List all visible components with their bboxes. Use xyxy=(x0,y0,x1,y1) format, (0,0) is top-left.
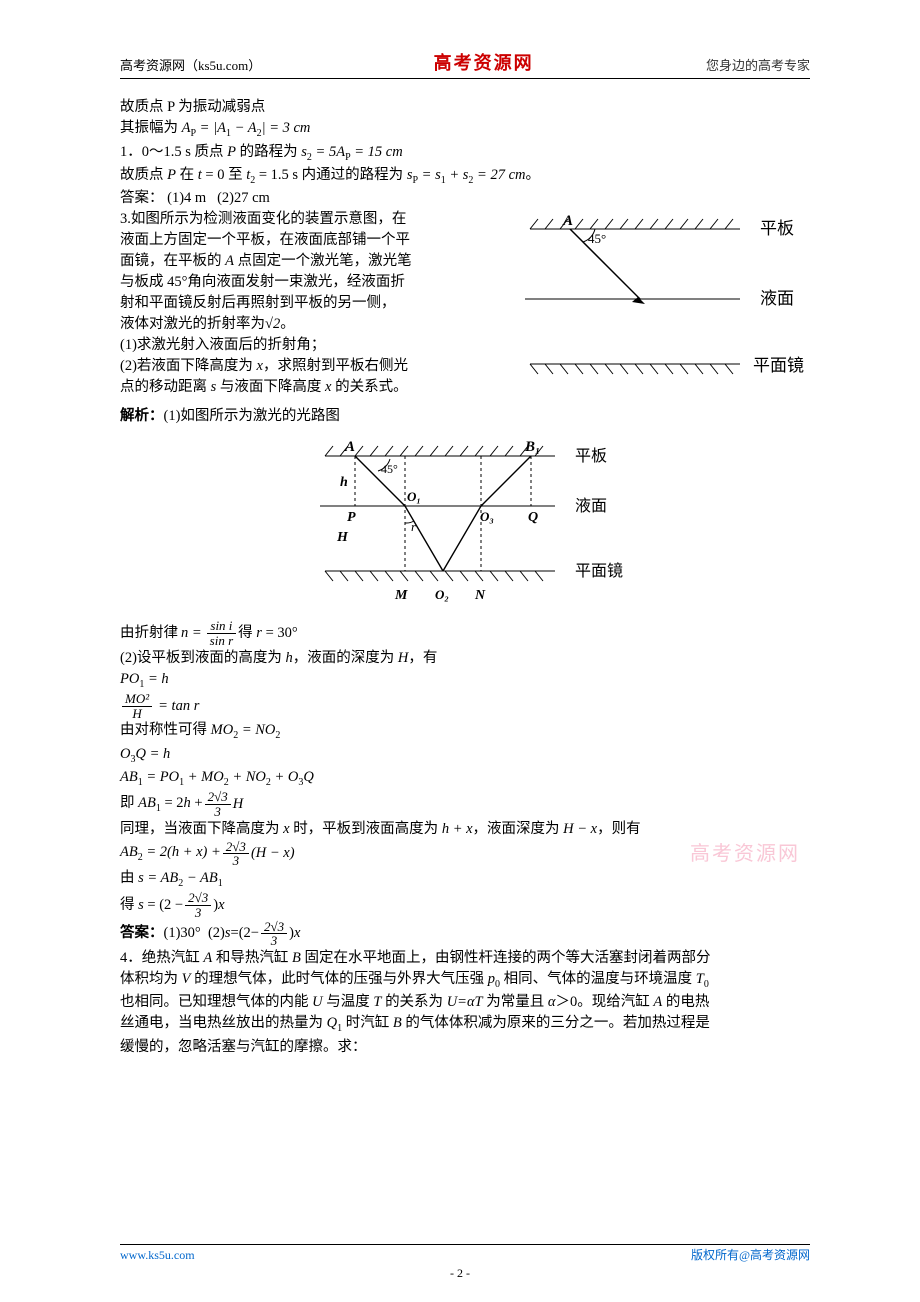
line-path-s2: 1．0～1.5 s 质点 P 的路程为 s2 = 5AP = 15 cm xyxy=(120,142,810,165)
line-total-path: 故质点 P 在 t = 0 至 t2 = 1.5 s 内通过的路程为 sP = … xyxy=(120,165,810,188)
footer-url: www.ks5u.com xyxy=(120,1247,195,1264)
svg-text:N: N xyxy=(474,588,486,603)
s2-ab1sum: AB1 = PO1 + MO2 + NO2 + O3Q xyxy=(120,767,810,790)
line-amplitude: 其振幅为 AP = |A1 − A2| = 3 cm xyxy=(120,118,810,141)
footer-copyright: 版权所有@高考资源网 xyxy=(691,1247,810,1264)
svg-text:H: H xyxy=(336,530,349,545)
fig2-wrap: A B₁ 45° 平板 液面 平面镜 h H P O₁ O₃ Q r M O₂ … xyxy=(120,431,810,613)
svg-text:O₁: O₁ xyxy=(407,489,421,504)
header-center-logo: 高考资源网 xyxy=(434,50,534,76)
svg-text:B₁: B₁ xyxy=(524,439,540,455)
q4-l2: 体积均为 V 的理想气体，此时气体的压强与外界大气压强 p0 相同、气体的温度与… xyxy=(120,969,810,992)
svg-text:液面: 液面 xyxy=(575,497,607,515)
s2-mo: MO² H = tan r xyxy=(120,692,810,720)
line-p-weak: 故质点 P 为振动减弱点 xyxy=(120,97,810,118)
answer-2: 答案： (1)30° (2)s=(2− 2√3 3 )x xyxy=(120,920,810,948)
q4-l3: 也相同。已知理想气体的内能 U 与温度 T 的关系为 U=αT 为常量且 α＞0… xyxy=(120,992,810,1013)
svg-text:平面镜: 平面镜 xyxy=(575,561,623,580)
fig1-label-surface: 液面 xyxy=(760,289,794,308)
header-right: 您身边的高考专家 xyxy=(706,57,810,76)
page: 高考资源网（ks5u.com） 高考资源网 您身边的高考专家 故质点 P 为振动… xyxy=(0,0,920,1302)
q3-block: 3.如图所示为检测液面变化的装置示意图，在 液面上方固定一个平板，在液面底部铺一… xyxy=(120,209,810,406)
fig1-label-45: 45° xyxy=(588,231,606,246)
solution-label: 解析：(1)如图所示为激光的光路图 xyxy=(120,406,810,427)
s2-o3q: O3Q = h xyxy=(120,744,810,767)
s2-similarly: 同理，当液面下降高度为 x 时，平板到液面高度为 h + x，液面深度为 H −… xyxy=(120,819,810,840)
header-left: 高考资源网（ks5u.com） xyxy=(120,57,261,76)
q4-l4: 丝通电，当电热丝放出的热量为 Q1 时汽缸 B 的气体体积减为原来的三分之一。若… xyxy=(120,1013,810,1036)
svg-text:h: h xyxy=(340,475,348,490)
page-header: 高考资源网（ks5u.com） 高考资源网 您身边的高考专家 xyxy=(120,50,810,79)
s2-ab2: AB2 = 2(h + x) + 2√3 3 (H − x) xyxy=(120,840,810,868)
diagram-refraction-setup: A 45° 平板 液面 平面镜 xyxy=(510,209,810,399)
q4-l1: 4．绝热汽缸 A 和导热汽缸 B 固定在水平地面上，由钢性杆连接的两个等大活塞封… xyxy=(120,948,810,969)
svg-text:45°: 45° xyxy=(381,462,398,476)
refract-law: 由折射律 n = sin i sin r 得 r = 30° xyxy=(120,619,810,647)
page-number: - 2 - xyxy=(0,1265,920,1282)
s2-intro: (2)设平板到液面的高度为 h，液面的深度为 H，有 xyxy=(120,648,810,669)
s2-po1: PO1 = h xyxy=(120,669,810,692)
svg-text:r: r xyxy=(411,519,417,534)
svg-text:O₃: O₃ xyxy=(480,509,494,524)
fig1-label-plate: 平板 xyxy=(760,219,794,238)
svg-text:平板: 平板 xyxy=(575,447,607,465)
svg-text:Q: Q xyxy=(528,510,538,525)
diagram-light-path: A B₁ 45° 平板 液面 平面镜 h H P O₁ O₃ Q r M O₂ … xyxy=(285,431,645,606)
s2-ab1: 即 AB1 = 2h + 2√3 3 H xyxy=(120,790,810,818)
s2-result: 得 s = (2 − 2√3 3 )x xyxy=(120,891,810,919)
svg-text:M: M xyxy=(394,588,408,603)
svg-text:O₂: O₂ xyxy=(435,587,449,602)
q3-text: 3.如图所示为检测液面变化的装置示意图，在 液面上方固定一个平板，在液面底部铺一… xyxy=(120,209,500,398)
svg-text:A: A xyxy=(344,439,355,455)
page-footer: www.ks5u.com 版权所有@高考资源网 xyxy=(120,1244,810,1264)
s2-sym: 由对称性可得 MO2 = NO2 xyxy=(120,720,810,743)
q4-l5: 缓慢的，忽略活塞与汽缸的摩擦。求： xyxy=(120,1037,810,1058)
s2-diff: 由 s = AB2 − AB1 xyxy=(120,868,810,891)
svg-text:P: P xyxy=(347,510,356,525)
fig1-label-A: A xyxy=(562,213,573,229)
answer-1: 答案： (1)4 m (2)27 cm xyxy=(120,188,810,209)
fig1-label-mirror: 平面镜 xyxy=(753,356,804,375)
q3-figure: A 45° 平板 液面 平面镜 xyxy=(510,209,810,406)
